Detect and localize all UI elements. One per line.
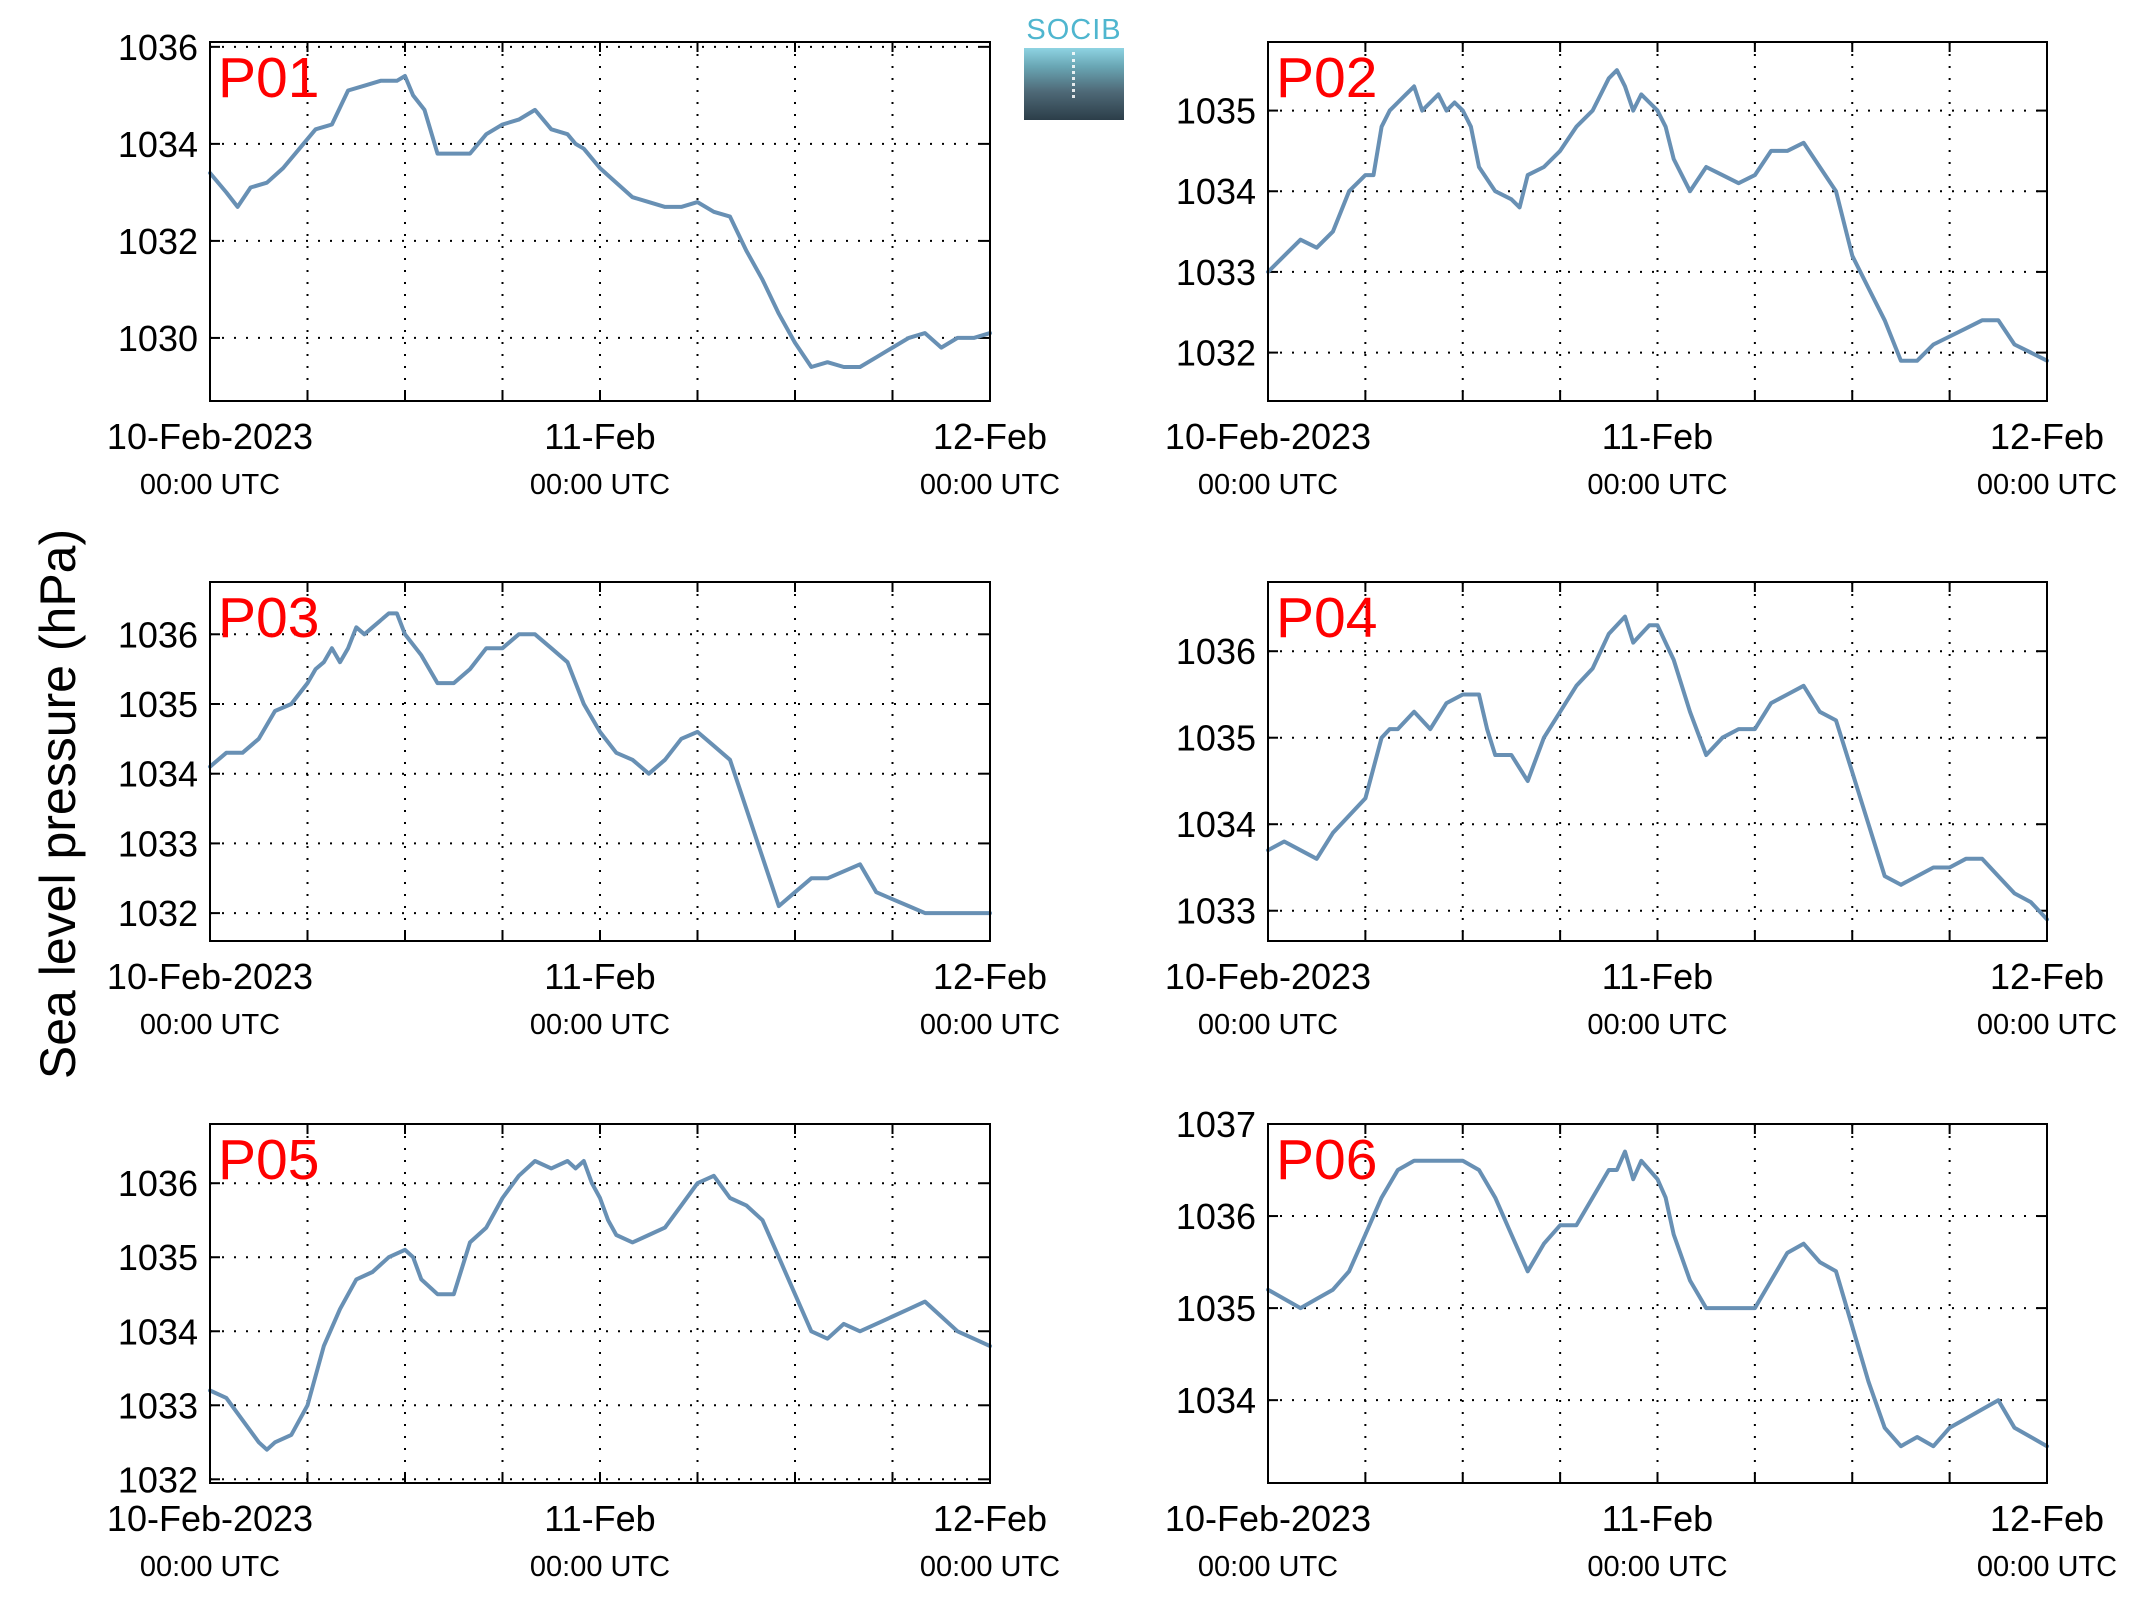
x-tick-sublabel: 00:00 UTC (1198, 1009, 1338, 1041)
y-tick-label: 1035 (1176, 1288, 1256, 1329)
panel-p06: 1034 1035 1036 1037 10-Feb-2023 00:00 UTC 11-F… (1165, 1104, 2117, 1583)
x-tick-label: 10-Feb-2023 (107, 956, 313, 997)
x-tick-label: 10-Feb-2023 (1165, 416, 1371, 457)
x-tick-label: 12-Feb (933, 416, 1047, 457)
panel-p02: 1032 1033 1034 1035 10-Feb-2023 00:00 UTC 11-F… (1165, 41, 2117, 501)
y-tick-label: 1032 (118, 1459, 198, 1500)
panel-label: P06 (1276, 1128, 1377, 1192)
x-tick-label: 11-Feb (1602, 416, 1713, 457)
y-tick-label: 1034 (1176, 804, 1256, 845)
x-tick-label: 10-Feb-2023 (1165, 956, 1371, 997)
x-tick-sublabel: 00:00 UTC (1977, 1551, 2117, 1583)
y-tick-label: 1036 (118, 614, 198, 655)
y-tick-label: 1032 (118, 893, 198, 934)
panel-p03: 1032 1033 1034 1035 1036 10-Feb-2023 00:00 UTC… (107, 581, 1060, 1041)
x-tick-label: 11-Feb (1602, 1498, 1713, 1539)
panel-label: P04 (1276, 586, 1377, 650)
y-tick-label: 1034 (1176, 171, 1256, 212)
socib-logo: SOCIB (1024, 14, 1124, 120)
axes-frame (1267, 581, 2048, 942)
x-tick-label: 10-Feb-2023 (1165, 1498, 1371, 1539)
y-tick-label: 1037 (1176, 1104, 1256, 1145)
x-tick-sublabel: 00:00 UTC (1198, 469, 1338, 501)
x-tick-label: 12-Feb (1990, 416, 2104, 457)
panel-p04: 1033 1034 1035 1036 10-Feb-2023 00:00 UTC 11-F… (1165, 581, 2117, 1041)
y-tick-label: 1032 (118, 221, 198, 262)
x-tick-label: 12-Feb (933, 956, 1047, 997)
y-tick-label: 1036 (118, 27, 198, 68)
y-tick-label: 1034 (118, 754, 198, 795)
x-tick-sublabel: 00:00 UTC (1587, 469, 1727, 501)
series-line (1266, 1149, 2049, 1449)
logo-gradient-block (1024, 48, 1124, 120)
y-tick-label: 1033 (118, 1385, 198, 1426)
x-tick-label: 11-Feb (544, 1498, 655, 1539)
x-tick-sublabel: 00:00 UTC (530, 1009, 670, 1041)
x-tick-label: 11-Feb (544, 416, 655, 457)
logo-text: SOCIB (1026, 14, 1122, 46)
panel-label: P02 (1276, 46, 1377, 110)
x-tick-sublabel: 00:00 UTC (1977, 1009, 2117, 1041)
y-tick-label: 1035 (1176, 718, 1256, 759)
x-tick-sublabel: 00:00 UTC (920, 1009, 1060, 1041)
panel-label: P05 (218, 1128, 319, 1192)
x-tick-label: 10-Feb-2023 (107, 416, 313, 457)
x-tick-label: 12-Feb (1990, 956, 2104, 997)
axes-frame (209, 1123, 991, 1484)
x-tick-sublabel: 00:00 UTC (920, 1551, 1060, 1583)
axes-frame (209, 41, 991, 402)
y-tick-label: 1030 (118, 318, 198, 359)
axes-frame (1267, 1123, 2048, 1484)
y-tick-label: 1033 (1176, 252, 1256, 293)
x-tick-label: 11-Feb (544, 956, 655, 997)
series-line (1266, 614, 2049, 922)
x-tick-sublabel: 00:00 UTC (530, 1551, 670, 1583)
y-tick-label: 1036 (118, 1163, 198, 1204)
x-tick-sublabel: 00:00 UTC (140, 1009, 280, 1041)
x-tick-sublabel: 00:00 UTC (140, 469, 280, 501)
y-tick-label: 1034 (1176, 1380, 1256, 1421)
logo-dotted-line (1072, 52, 1078, 98)
x-tick-sublabel: 00:00 UTC (140, 1551, 280, 1583)
x-tick-sublabel: 00:00 UTC (1587, 1009, 1727, 1041)
y-tick-label: 1036 (1176, 1196, 1256, 1237)
y-tick-label: 1033 (118, 823, 198, 864)
x-tick-sublabel: 00:00 UTC (1198, 1551, 1338, 1583)
x-tick-sublabel: 00:00 UTC (920, 469, 1060, 501)
y-tick-label: 1036 (1176, 631, 1256, 672)
x-tick-sublabel: 00:00 UTC (530, 469, 670, 501)
y-tick-label: 1035 (1176, 91, 1256, 132)
series-line (208, 1159, 992, 1452)
x-tick-label: 12-Feb (933, 1498, 1047, 1539)
panel-p01: 1030 1032 1034 1036 10-Feb-2023 00:00 UTC 11-F… (107, 27, 1060, 501)
axes-frame (1267, 41, 2048, 402)
axes-frame (209, 581, 991, 942)
panel-label: P03 (218, 586, 319, 650)
y-tick-label: 1035 (118, 1237, 198, 1278)
x-tick-label: 12-Feb (1990, 1498, 2104, 1539)
x-tick-label: 11-Feb (1602, 956, 1713, 997)
y-tick-label: 1034 (118, 124, 198, 165)
x-tick-sublabel: 00:00 UTC (1977, 469, 2117, 501)
y-tick-label: 1033 (1176, 891, 1256, 932)
series-line (1266, 68, 2049, 363)
y-tick-label: 1035 (118, 684, 198, 725)
x-tick-label: 10-Feb-2023 (107, 1498, 313, 1539)
panel-label: P01 (218, 46, 319, 110)
x-tick-sublabel: 00:00 UTC (1587, 1551, 1727, 1583)
series-line (208, 74, 992, 369)
y-tick-label: 1034 (118, 1311, 198, 1352)
series-line (208, 611, 992, 916)
y-tick-label: 1032 (1176, 333, 1256, 374)
panel-p05: 1032 1033 1034 1035 1036 10-Feb-2023 00:00 UTC… (107, 1123, 1060, 1583)
y-axis-label-text: Sea level pressure (hPa) (30, 528, 86, 1080)
